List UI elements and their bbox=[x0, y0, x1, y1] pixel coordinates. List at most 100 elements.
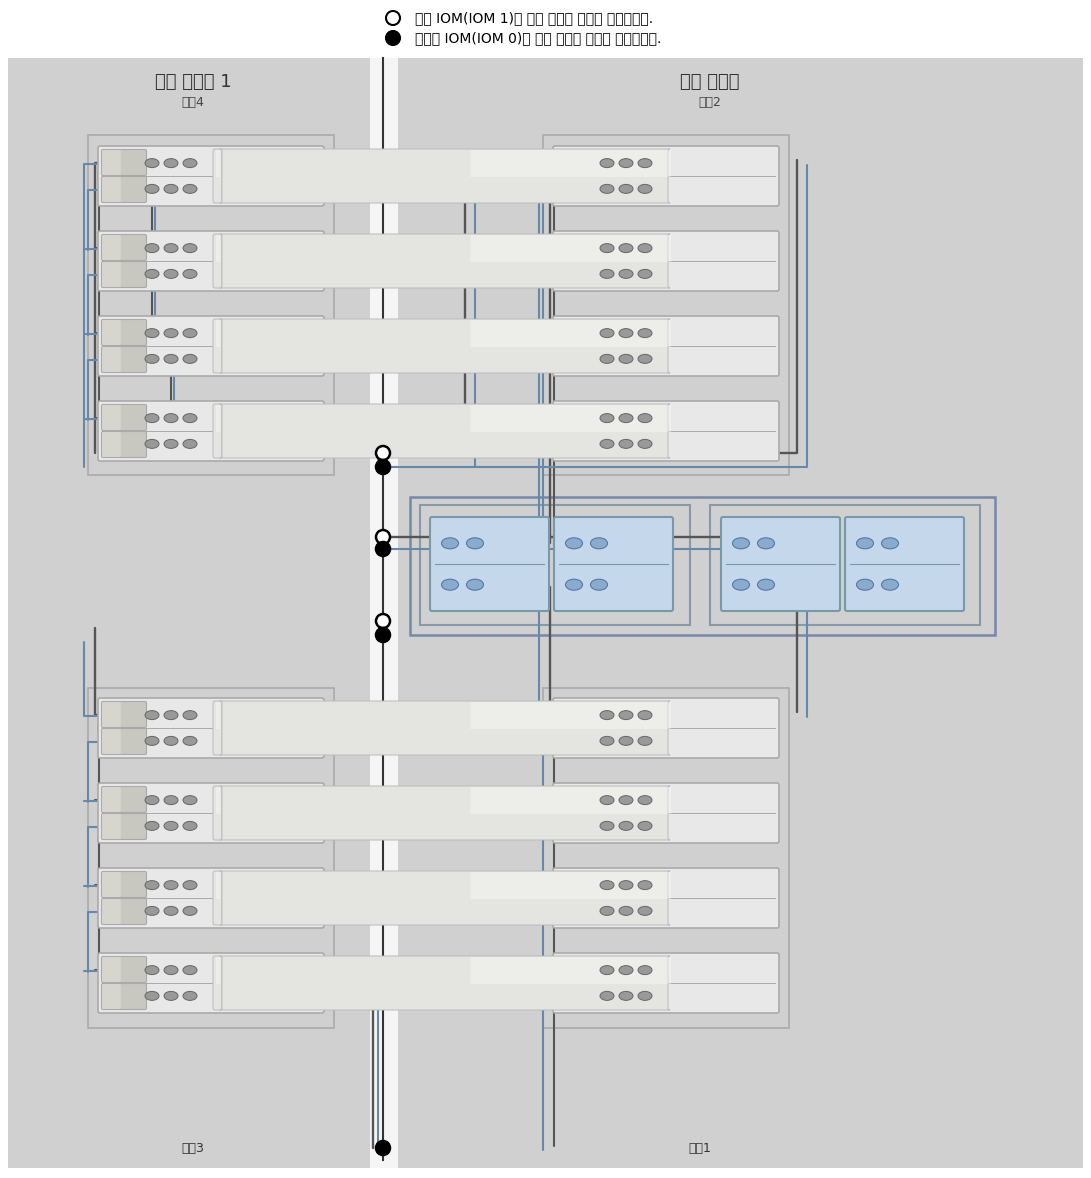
Bar bbox=[420, 505, 690, 626]
Text: 위쪽 IOM(IOM 1)에 대한 케이블 연결을 나타냅니다.: 위쪽 IOM(IOM 1)에 대한 케이블 연결을 나타냅니다. bbox=[415, 11, 654, 25]
Ellipse shape bbox=[638, 244, 652, 252]
Ellipse shape bbox=[183, 244, 197, 252]
Ellipse shape bbox=[600, 185, 614, 193]
FancyBboxPatch shape bbox=[213, 404, 221, 458]
FancyBboxPatch shape bbox=[101, 984, 146, 1010]
Text: 체인3: 체인3 bbox=[181, 1141, 204, 1154]
Bar bbox=[410, 497, 995, 635]
FancyBboxPatch shape bbox=[98, 146, 324, 206]
Ellipse shape bbox=[145, 795, 159, 805]
Bar bbox=[370, 58, 398, 1169]
FancyBboxPatch shape bbox=[469, 957, 672, 984]
FancyBboxPatch shape bbox=[216, 320, 220, 348]
Ellipse shape bbox=[638, 329, 652, 338]
Ellipse shape bbox=[565, 580, 583, 590]
Ellipse shape bbox=[145, 413, 159, 423]
FancyBboxPatch shape bbox=[98, 868, 324, 928]
Ellipse shape bbox=[882, 538, 899, 549]
FancyBboxPatch shape bbox=[553, 953, 779, 1013]
FancyBboxPatch shape bbox=[213, 234, 221, 287]
FancyBboxPatch shape bbox=[101, 177, 121, 201]
Ellipse shape bbox=[619, 439, 633, 449]
FancyBboxPatch shape bbox=[98, 783, 324, 843]
Ellipse shape bbox=[638, 795, 652, 805]
FancyBboxPatch shape bbox=[101, 729, 121, 754]
Circle shape bbox=[386, 31, 400, 45]
Ellipse shape bbox=[600, 439, 614, 449]
Ellipse shape bbox=[619, 244, 633, 252]
FancyBboxPatch shape bbox=[216, 234, 220, 262]
Ellipse shape bbox=[183, 329, 197, 338]
Ellipse shape bbox=[145, 710, 159, 720]
FancyBboxPatch shape bbox=[558, 262, 576, 287]
FancyBboxPatch shape bbox=[553, 783, 779, 843]
Ellipse shape bbox=[882, 580, 899, 590]
Ellipse shape bbox=[638, 992, 652, 1000]
Ellipse shape bbox=[600, 710, 614, 720]
FancyBboxPatch shape bbox=[101, 702, 146, 728]
Ellipse shape bbox=[619, 992, 633, 1000]
Ellipse shape bbox=[183, 906, 197, 915]
FancyBboxPatch shape bbox=[558, 702, 576, 727]
FancyBboxPatch shape bbox=[556, 234, 601, 260]
Ellipse shape bbox=[619, 159, 633, 167]
Ellipse shape bbox=[164, 906, 178, 915]
Ellipse shape bbox=[164, 881, 178, 889]
FancyBboxPatch shape bbox=[101, 787, 121, 812]
Ellipse shape bbox=[619, 736, 633, 746]
Ellipse shape bbox=[145, 966, 159, 974]
Ellipse shape bbox=[164, 244, 178, 252]
FancyBboxPatch shape bbox=[558, 729, 576, 754]
FancyBboxPatch shape bbox=[98, 953, 324, 1013]
Ellipse shape bbox=[145, 185, 159, 193]
FancyBboxPatch shape bbox=[101, 728, 146, 754]
Bar bbox=[8, 58, 370, 1169]
Ellipse shape bbox=[145, 906, 159, 915]
FancyBboxPatch shape bbox=[101, 150, 121, 176]
FancyBboxPatch shape bbox=[558, 957, 576, 982]
Circle shape bbox=[376, 446, 389, 459]
FancyBboxPatch shape bbox=[101, 405, 121, 430]
Ellipse shape bbox=[145, 159, 159, 167]
Ellipse shape bbox=[442, 580, 458, 590]
FancyBboxPatch shape bbox=[556, 984, 601, 1010]
FancyBboxPatch shape bbox=[553, 316, 779, 376]
Ellipse shape bbox=[183, 821, 197, 830]
Text: 아래쪽 IOM(IOM 0)에 대한 케이블 연결을 나타냅니다.: 아래쪽 IOM(IOM 0)에 대한 케이블 연결을 나타냅니다. bbox=[415, 31, 661, 45]
Ellipse shape bbox=[467, 538, 483, 549]
Ellipse shape bbox=[638, 821, 652, 830]
Ellipse shape bbox=[600, 906, 614, 915]
Circle shape bbox=[376, 1141, 389, 1154]
Ellipse shape bbox=[619, 270, 633, 278]
Ellipse shape bbox=[183, 159, 197, 167]
FancyBboxPatch shape bbox=[558, 234, 576, 260]
FancyBboxPatch shape bbox=[101, 814, 146, 840]
Bar bbox=[88, 688, 334, 1028]
Ellipse shape bbox=[145, 439, 159, 449]
FancyBboxPatch shape bbox=[469, 320, 672, 348]
FancyBboxPatch shape bbox=[101, 872, 146, 898]
FancyBboxPatch shape bbox=[558, 899, 576, 924]
FancyBboxPatch shape bbox=[556, 728, 601, 754]
FancyBboxPatch shape bbox=[220, 957, 670, 1010]
FancyBboxPatch shape bbox=[556, 177, 601, 203]
Ellipse shape bbox=[638, 159, 652, 167]
FancyBboxPatch shape bbox=[101, 431, 146, 457]
Ellipse shape bbox=[183, 881, 197, 889]
Ellipse shape bbox=[600, 736, 614, 746]
FancyBboxPatch shape bbox=[558, 320, 576, 345]
FancyBboxPatch shape bbox=[430, 517, 549, 611]
FancyBboxPatch shape bbox=[101, 899, 146, 925]
Ellipse shape bbox=[638, 881, 652, 889]
Ellipse shape bbox=[183, 355, 197, 363]
FancyBboxPatch shape bbox=[469, 872, 672, 899]
Ellipse shape bbox=[442, 538, 458, 549]
Ellipse shape bbox=[600, 966, 614, 974]
FancyBboxPatch shape bbox=[216, 957, 220, 984]
FancyBboxPatch shape bbox=[558, 405, 576, 430]
Ellipse shape bbox=[732, 580, 750, 590]
FancyBboxPatch shape bbox=[101, 234, 121, 260]
Ellipse shape bbox=[145, 881, 159, 889]
Ellipse shape bbox=[164, 185, 178, 193]
Ellipse shape bbox=[600, 881, 614, 889]
